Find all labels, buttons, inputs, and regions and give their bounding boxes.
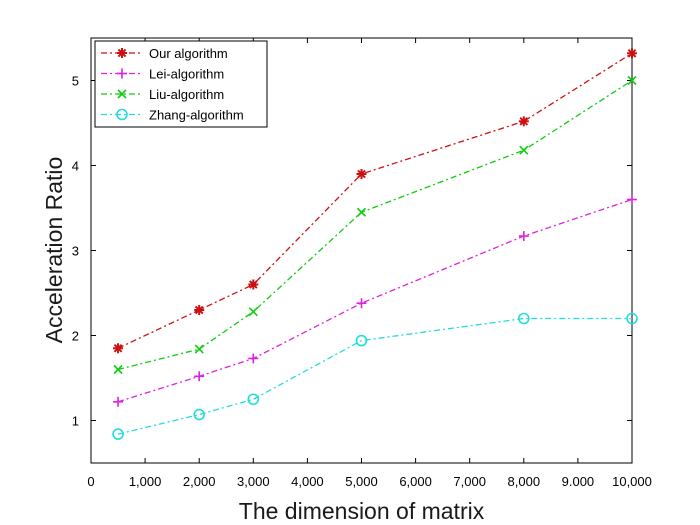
- y-tick-label: 2: [72, 329, 79, 344]
- data-point-zhang-algorithm: [112, 428, 124, 440]
- legend-marker-liu-algorithm: [117, 89, 127, 99]
- x-tick-label: 7,000: [453, 474, 486, 489]
- legend-marker-our-algorithm: [117, 48, 127, 58]
- legend-label-lei-algorithm: Lei-algorithm: [149, 67, 224, 82]
- y-tick-label: 4: [72, 159, 79, 174]
- data-point-our-algorithm: [518, 116, 529, 127]
- x-tick-label: 3,000: [237, 474, 270, 489]
- x-tick-label: 2,000: [183, 474, 216, 489]
- data-point-lei-algorithm: [113, 396, 124, 407]
- data-point-zhang-algorithm: [247, 393, 260, 406]
- data-point-liu-algorithm: [113, 364, 123, 375]
- data-point-our-algorithm: [356, 169, 367, 179]
- legend-label-our-algorithm: Our algorithm: [149, 46, 228, 61]
- x-tick-label: 8,000: [508, 474, 541, 489]
- data-point-lei-algorithm: [518, 231, 529, 242]
- x-axis-title: The dimension of matrix: [239, 498, 485, 524]
- series-line-zhang-algorithm: [117, 317, 632, 435]
- legend-marker-lei-algorithm: [117, 68, 127, 79]
- series-line-lei-algorithm: [117, 198, 633, 403]
- series-line-our-algorithm: [117, 52, 633, 349]
- y-tick-label: 3: [72, 244, 79, 259]
- data-point-zhang-algorithm: [517, 312, 530, 325]
- data-point-our-algorithm: [627, 48, 637, 59]
- legend-label-liu-algorithm: Liu-algorithm: [149, 87, 224, 102]
- data-point-lei-algorithm: [194, 371, 205, 382]
- data-point-liu-algorithm: [627, 75, 637, 86]
- legend-label-zhang-algorithm: Zhang-algorithm: [149, 108, 244, 123]
- data-point-zhang-algorithm: [626, 312, 638, 325]
- y-tick-label: 1: [72, 414, 79, 429]
- legend-marker-zhang-algorithm: [116, 108, 128, 121]
- data-point-our-algorithm: [194, 305, 205, 315]
- x-tick-label: 0: [87, 474, 94, 489]
- data-point-our-algorithm: [248, 279, 259, 290]
- x-tick-label: 10,000: [612, 474, 652, 489]
- x-tick-label: 6,000: [399, 474, 432, 489]
- data-point-liu-algorithm: [194, 344, 204, 354]
- data-point-liu-algorithm: [519, 145, 529, 155]
- x-tick-label: 5,000: [345, 474, 378, 489]
- series-line-liu-algorithm: [117, 79, 633, 371]
- y-tick-label: 5: [72, 74, 79, 89]
- data-point-zhang-algorithm: [193, 408, 205, 421]
- data-point-lei-algorithm: [356, 298, 367, 309]
- data-point-our-algorithm: [113, 343, 124, 354]
- data-point-zhang-algorithm: [355, 334, 368, 347]
- x-tick-label: 9.000: [562, 474, 595, 489]
- x-tick-label: 1,000: [129, 474, 162, 489]
- x-tick-label: 4,000: [291, 474, 324, 489]
- data-point-liu-algorithm: [356, 207, 367, 217]
- data-point-liu-algorithm: [248, 307, 258, 317]
- data-point-lei-algorithm: [627, 194, 637, 205]
- y-axis-title: Acceleration Ratio: [41, 157, 67, 344]
- data-point-lei-algorithm: [248, 353, 259, 364]
